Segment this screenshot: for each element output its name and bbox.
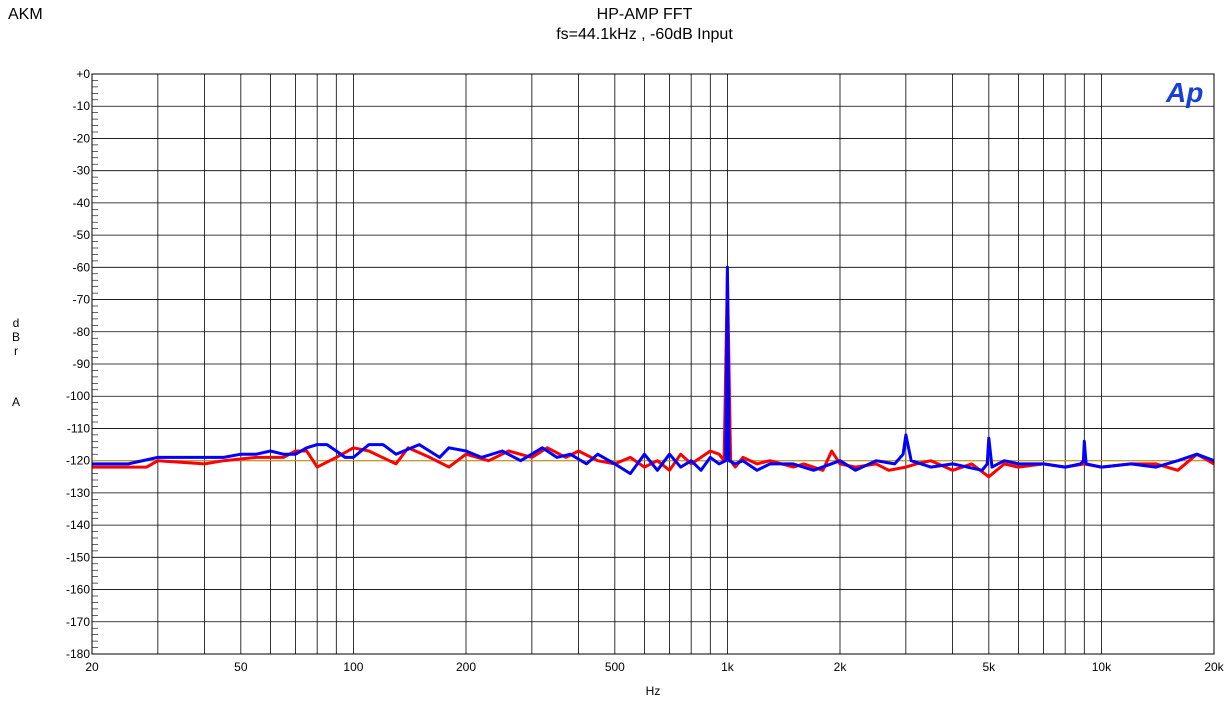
y-tick-label: -60: [73, 260, 91, 274]
y-tick-label: -100: [66, 389, 90, 403]
series-line-1: [92, 272, 1215, 479]
y-axis-label-letter: A: [11, 395, 20, 409]
x-tick-labels: 20 50 100 200 500 1k 2k 5k 10k 20k: [85, 660, 1224, 674]
chart-grid: [92, 73, 1214, 655]
chart-subtitle: fs=44.1kHz , -60dB Input: [556, 26, 733, 43]
x-tick-label: 5k: [982, 660, 996, 674]
chart-title: HP-AMP FFT: [596, 6, 693, 23]
x-tick-label: 20: [85, 660, 99, 674]
y-tick-label: -70: [73, 293, 91, 307]
y-tick-label: -80: [73, 325, 91, 339]
series-lines: [92, 265, 1215, 479]
y-tick-label: -50: [73, 228, 91, 242]
x-tick-label: 1k: [721, 660, 735, 674]
brand-label: AKM: [8, 6, 43, 23]
y-axis-label-letter: d: [12, 316, 20, 330]
y-tick-label: -140: [66, 518, 90, 532]
x-tick-label: 50: [234, 660, 248, 674]
y-tick-label: -150: [66, 550, 90, 564]
x-tick-label: 100: [343, 660, 363, 674]
y-tick-label: -40: [73, 196, 91, 210]
y-tick-label: -110: [67, 421, 90, 435]
y-axis-label-letter: B: [11, 330, 20, 344]
y-tick-label: -170: [66, 615, 90, 629]
y-tick-label: -160: [66, 583, 90, 597]
y-tick-label: -20: [73, 131, 91, 145]
y-tick-label: -120: [66, 454, 90, 468]
x-tick-label: 200: [456, 660, 476, 674]
series-line-2: [92, 265, 1215, 476]
y-tick-label: -30: [73, 164, 91, 178]
x-tick-label: 20k: [1204, 660, 1224, 674]
y-tick-label: -130: [66, 486, 90, 500]
x-tick-label: 10k: [1092, 660, 1112, 674]
y-tick-label: -10: [73, 99, 91, 113]
y-tick-label: +0: [76, 67, 90, 81]
ap-logo: Ap: [1165, 77, 1203, 108]
y-tick-labels: +0 -10 -20 -30 -40 -50 -60 -70 -80 -90 -100 -110 -12…: [66, 67, 90, 661]
plot-frame: [91, 73, 1215, 655]
y-axis-label-letter: r: [14, 344, 18, 358]
x-tick-label: 2k: [834, 660, 848, 674]
y-tick-label: -180: [66, 647, 90, 661]
x-axis-label: Hz: [645, 684, 661, 698]
x-tick-label: 500: [605, 660, 625, 674]
y-tick-label: -90: [73, 357, 91, 371]
